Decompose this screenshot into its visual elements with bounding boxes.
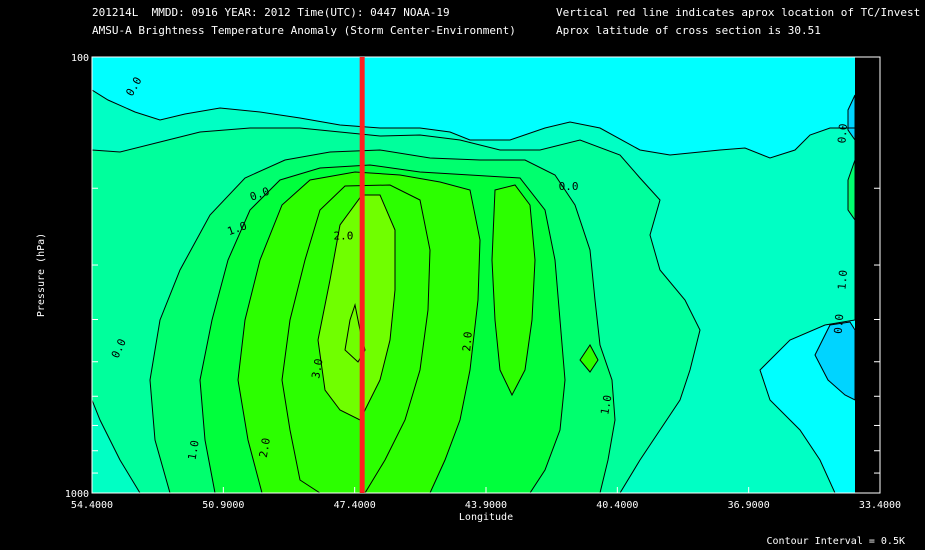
contour-lines (92, 89, 856, 493)
contour-fill-layer (92, 57, 880, 493)
contour-line (199, 164, 566, 493)
contour-fill-level-2.0-east-lobe (492, 185, 535, 395)
contour-value-label: 2.0 (257, 437, 273, 459)
contour-value-label: 0.0 (248, 185, 271, 204)
x-tick-label: 40.4000 (596, 500, 638, 511)
contour-value-label: 0.0 (559, 180, 579, 193)
contour-line (281, 184, 431, 493)
x-axis-label: Longitude (459, 512, 513, 523)
contour-value-label: 1.0 (185, 439, 201, 461)
x-tick-label: 47.4000 (334, 500, 376, 511)
contour-line (237, 171, 481, 493)
contour-fill-level-3.0 (318, 195, 395, 420)
no-data-strip (855, 57, 880, 493)
contour-fill-level-negative-low (815, 322, 855, 400)
contour-line (491, 184, 536, 397)
contour-value-label: 1.0 (226, 219, 249, 238)
y-axis-label: Pressure (hPa) (36, 233, 47, 317)
contour-value-label: 0.0 (832, 313, 847, 334)
contour-interval-note: Contour Interval = 0.5K (767, 536, 905, 547)
contour-value-label: 0.0 (835, 123, 850, 144)
contour-value-label: 1.0 (835, 269, 850, 290)
contour-line (149, 149, 616, 493)
contour-value-label: 2.0 (333, 229, 353, 242)
header-line2-left: AMSU-A Brightness Temperature Anomaly (S… (92, 24, 516, 37)
y-tick-label: 100 (71, 53, 89, 64)
header-line1-right: Vertical red line indicates aprox locati… (556, 6, 921, 19)
contour-line (92, 127, 701, 493)
contour-line (92, 89, 856, 493)
x-tick-label: 43.9000 (465, 500, 507, 511)
header-line2-right: Aprox latitude of cross section is 30.51 (556, 24, 821, 37)
contour-value-label: 2.0 (460, 331, 475, 352)
x-tick-label: 54.4000 (71, 500, 113, 511)
x-tick-label: 33.4000 (859, 500, 901, 511)
contour-line (579, 344, 599, 373)
axes: 54.4000 50.9000 47.4000 43.9000 40.4000 36.90… (65, 53, 901, 511)
contour-labels: 0.00.01.0 2.00.00.01.00.00.03.02.01.01.0 2… (109, 75, 850, 461)
contour-value-label: 3.0 (309, 358, 325, 380)
x-tick-label: 50.9000 (202, 500, 244, 511)
y-tick-label: 1000 (65, 489, 89, 500)
header-line1-left: 201214L MMDD: 0916 YEAR: 2012 Time(UTC):… (92, 6, 450, 19)
x-tick-label: 36.9000 (728, 500, 770, 511)
contour-value-label: 1.0 (598, 394, 614, 416)
